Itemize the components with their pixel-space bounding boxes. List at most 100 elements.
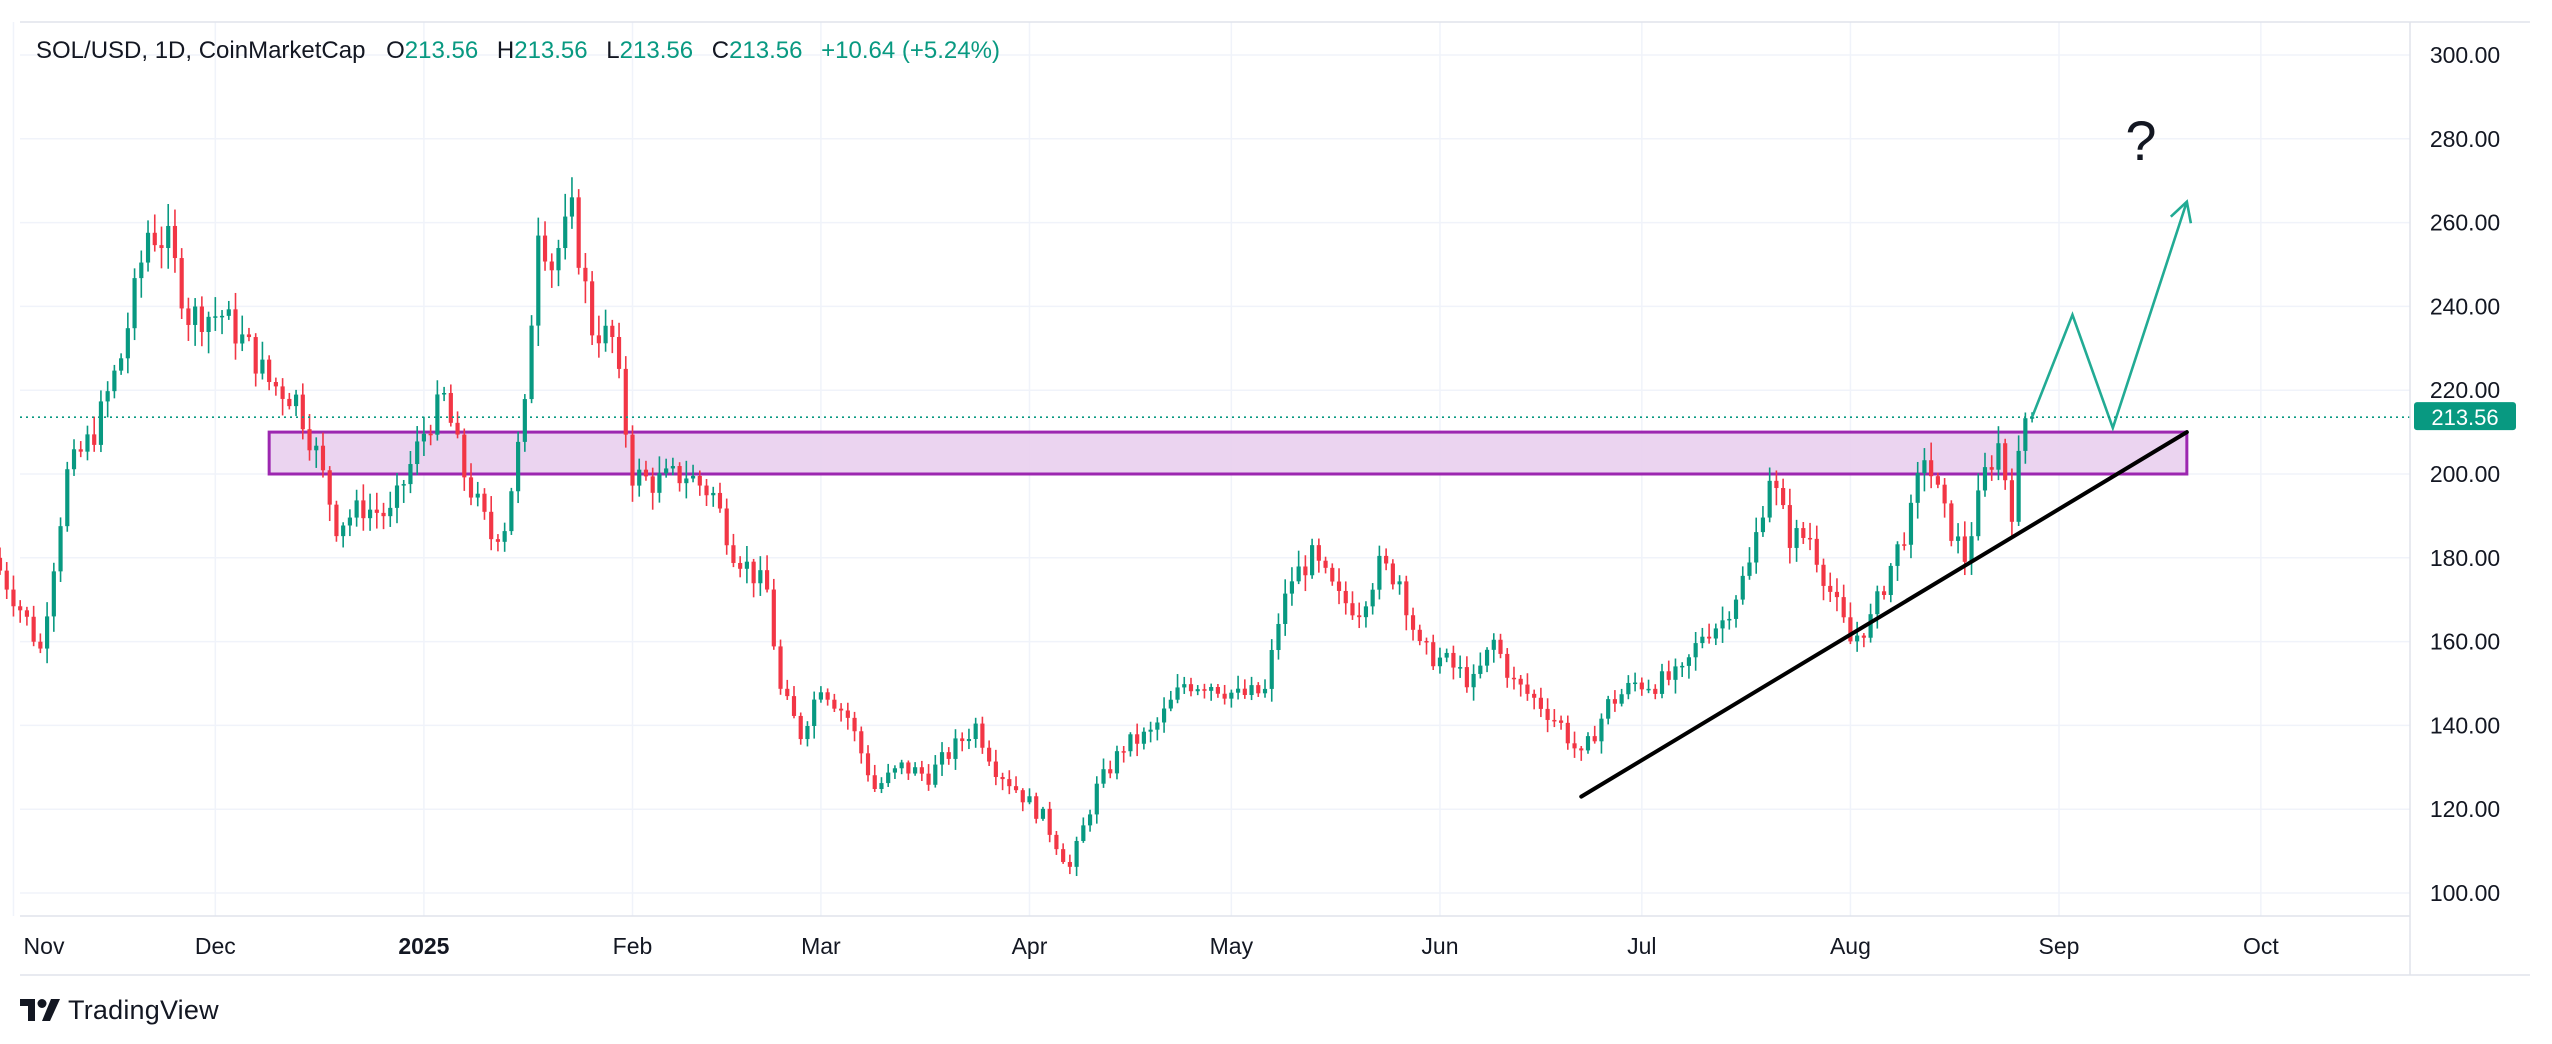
candle-body (697, 475, 702, 486)
candle (1693, 631, 1698, 671)
candle (1101, 758, 1106, 788)
candle (751, 558, 756, 598)
candle-body (1861, 635, 1866, 638)
candle-body (1942, 484, 1947, 504)
candle-body (1343, 590, 1348, 604)
candle-body (933, 764, 938, 785)
candle-body (684, 478, 689, 484)
candle (1040, 806, 1046, 821)
candle-body (381, 512, 386, 517)
trendline-segment[interactable] (1579, 430, 2189, 799)
candle-body (1404, 581, 1409, 616)
candle (1074, 836, 1079, 877)
candle-body (246, 334, 252, 338)
candle (2016, 435, 2021, 526)
resistance-zone (267, 430, 2189, 476)
candle (731, 533, 736, 568)
candle (0, 547, 3, 575)
candle (1888, 563, 1893, 603)
candle-body (690, 475, 696, 479)
candle-body (1989, 467, 1994, 470)
candle-body (482, 493, 487, 512)
candle (771, 578, 776, 650)
candle (1276, 613, 1281, 660)
candle (1161, 697, 1167, 733)
candle-body (1781, 488, 1786, 506)
candle (1801, 522, 1806, 544)
candle-body (1740, 575, 1745, 600)
candle-body (1976, 490, 1981, 537)
time-axis[interactable]: Nov Dec 2025 Feb Mar Apr May Jun Jul Aug Sep Oct (24, 933, 2280, 959)
candle (610, 319, 615, 354)
candle-body (1188, 684, 1194, 692)
candle (946, 747, 951, 765)
candle (1484, 647, 1490, 673)
candle (1545, 698, 1550, 733)
price-axis[interactable]: 300.00 280.00 260.00 240.00 220.00 200.00 180.… (2430, 42, 2500, 906)
candle (1955, 523, 1961, 554)
time-tick-label: Nov (24, 933, 65, 959)
candle (1431, 634, 1436, 671)
candle (125, 312, 130, 374)
candle (1013, 776, 1019, 793)
candle (1007, 770, 1012, 795)
candle (1592, 725, 1597, 744)
candle (320, 432, 326, 478)
candle (1538, 687, 1543, 718)
candle (334, 500, 339, 542)
candle-body (1700, 636, 1705, 644)
candle (684, 460, 689, 499)
candle-body (1081, 825, 1086, 841)
price-tick-label: 240.00 (2430, 293, 2500, 319)
candle (1606, 695, 1611, 725)
price-tick-label: 200.00 (2430, 461, 2500, 487)
candle (1794, 519, 1799, 562)
candle (1444, 648, 1449, 663)
candle-body (859, 731, 864, 754)
candle (314, 437, 319, 468)
candle-body (1801, 528, 1806, 538)
candle (825, 688, 830, 706)
symbol-legend[interactable]: SOL/USD, 1D, CoinMarketCap O213.56 H213.… (36, 37, 1000, 64)
projection-polyline[interactable] (2030, 201, 2189, 432)
candle (865, 745, 871, 782)
candle-body (1794, 528, 1799, 548)
candle-body (226, 309, 231, 316)
candle-body (583, 267, 588, 282)
candle-body (785, 688, 790, 697)
candle (1713, 623, 1718, 646)
candle (428, 424, 433, 446)
candle-body (791, 696, 797, 716)
candle-body (132, 278, 137, 329)
candle (603, 309, 608, 352)
candle (697, 470, 702, 496)
candle (394, 473, 400, 524)
candle-body (1639, 682, 1644, 690)
candle-body (273, 382, 278, 387)
candle-body (2030, 417, 2035, 419)
candle-body (899, 762, 904, 769)
candle (872, 764, 877, 792)
candle-body (1895, 544, 1900, 566)
chart-frame (20, 21, 2530, 976)
candle-body (1047, 808, 1052, 835)
candle-body (778, 646, 783, 689)
candle (2009, 468, 2014, 537)
candle (569, 177, 575, 229)
candle (1128, 732, 1133, 757)
resistance-zone-rect[interactable] (267, 430, 2189, 476)
candle-body (1209, 687, 1214, 691)
candle (1700, 627, 1705, 649)
candle-body (1653, 688, 1658, 694)
candle-body (657, 473, 662, 493)
candle-body (1350, 603, 1355, 616)
candle-body (812, 699, 817, 726)
candle-body (616, 337, 622, 369)
tradingview-logo[interactable]: TradingView (20, 990, 219, 1030)
legend-low-label: L (606, 37, 619, 64)
price-tick-label: 100.00 (2430, 880, 2500, 906)
candle-body (886, 772, 891, 784)
candle-body (1061, 849, 1066, 862)
candle-body (1902, 544, 1907, 546)
